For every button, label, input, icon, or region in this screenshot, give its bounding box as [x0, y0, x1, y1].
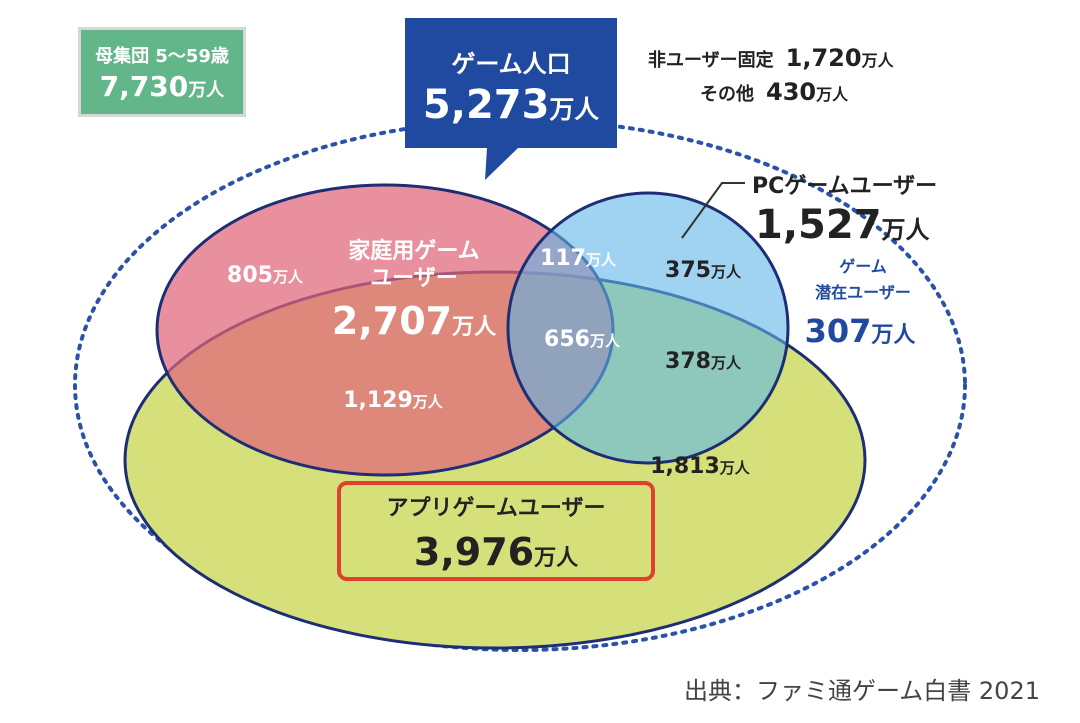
region-app-only: 1,813万人	[650, 454, 751, 479]
app-users-label: アプリゲームユーザー	[387, 496, 606, 521]
region-console-pc: 117万人	[540, 246, 617, 271]
population-unit: 万人	[188, 80, 225, 101]
potential-users-label-1: ゲーム	[839, 257, 887, 276]
non-user-fixed: 非ユーザー固定 1,720万人	[648, 44, 895, 72]
game-population-value: 5,273万人	[423, 82, 599, 128]
region-console-only: 805万人	[227, 263, 304, 288]
region-console-app: 1,129万人	[343, 388, 444, 413]
pc-users-label: PCゲームユーザー	[752, 174, 937, 199]
game-population-label: ゲーム人口	[451, 50, 570, 78]
region-pc-app: 378万人	[665, 349, 742, 374]
pc-users-leader-line	[681, 182, 745, 239]
region-pc-only: 375万人	[665, 258, 742, 283]
non-user-other: その他 430万人	[700, 78, 849, 106]
potential-users-label-2: 潜在ユーザー	[815, 283, 911, 302]
app-users-value: 3,976万人	[414, 530, 578, 574]
game-population-callout-pointer	[485, 148, 518, 180]
population-number: 7,730	[99, 70, 189, 103]
game-population-callout	[405, 18, 617, 148]
pc-users-circle	[506, 191, 790, 465]
console-users-label-1: 家庭用ゲーム	[348, 238, 479, 264]
population-label: 母集団 5〜59歳	[95, 46, 229, 67]
region-all-three: 656万人	[544, 327, 621, 352]
potential-users-value: 307万人	[805, 312, 916, 350]
app-users-highlight-box	[337, 481, 655, 581]
population-value: 7,730万人	[81, 70, 243, 103]
source-caption: 出典：ファミ通ゲーム白書 2021	[684, 677, 1040, 705]
population-box: 母集団 5〜59歳 7,730万人	[78, 27, 246, 117]
pc-users-value: 1,527万人	[755, 202, 930, 248]
console-users-label-2: ユーザー	[370, 266, 458, 291]
console-users-value: 2,707万人	[332, 299, 496, 343]
